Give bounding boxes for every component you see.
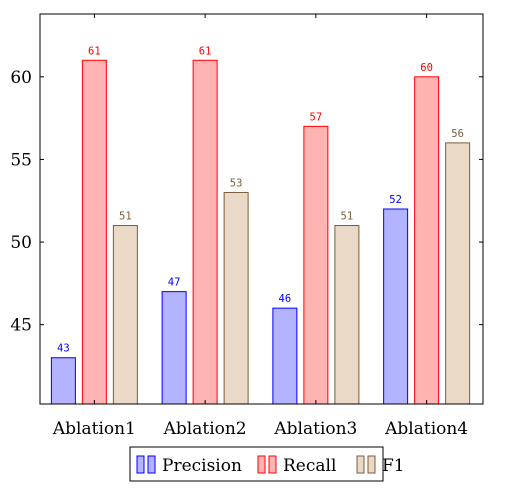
bars-layer <box>50 59 471 405</box>
x-tick-label: Ablation1 <box>52 419 136 439</box>
bar-f1-ablation4 <box>445 142 471 405</box>
bar-recall-ablation4 <box>414 76 440 405</box>
data-label-recall-ablation3: 57 <box>310 111 323 123</box>
data-label-recall-ablation1: 61 <box>88 45 101 57</box>
data-label-recall-ablation4: 60 <box>420 62 433 74</box>
data-label-f1-ablation4: 56 <box>451 128 464 140</box>
data-label-precision-ablation2: 47 <box>168 277 181 289</box>
data-label-f1-ablation2: 53 <box>230 177 243 189</box>
data-label-precision-ablation4: 52 <box>389 194 402 206</box>
bar-f1-ablation1 <box>112 225 138 405</box>
legend-swatch-precision <box>147 455 156 474</box>
legend-swatch-precision <box>136 455 145 474</box>
x-tick-label: Ablation3 <box>273 419 357 439</box>
bar-recall-ablation1 <box>81 59 107 405</box>
bar-precision-ablation2 <box>161 291 187 405</box>
bar-precision-ablation3 <box>272 307 298 405</box>
legend-label-precision: Precision <box>162 456 242 476</box>
data-label-recall-ablation2: 61 <box>199 45 212 57</box>
legend-swatch-recall <box>268 455 277 474</box>
legend-label-f1: F1 <box>382 456 405 476</box>
y-tick-label: 50 <box>10 233 32 253</box>
y-tick-label: 60 <box>10 68 32 88</box>
legend: Precision Recall F1 <box>129 446 405 482</box>
data-labels-layer: 43 61 51 47 61 53 46 57 51 52 60 56 <box>57 45 464 354</box>
bar-f1-ablation3 <box>334 225 360 405</box>
bar-precision-ablation4 <box>383 208 409 405</box>
legend-box <box>129 446 384 482</box>
y-tick-label: 55 <box>10 150 32 170</box>
bar-recall-ablation2 <box>192 59 218 405</box>
x-tick-label: Ablation4 <box>384 419 468 439</box>
legend-swatch-f1 <box>356 455 365 474</box>
y-tick-label: 45 <box>10 316 32 336</box>
data-label-precision-ablation1: 43 <box>57 343 70 355</box>
legend-label-recall: Recall <box>283 456 336 476</box>
x-tick-label: Ablation2 <box>163 419 247 439</box>
data-label-f1-ablation3: 51 <box>341 211 354 223</box>
bar-recall-ablation3 <box>303 125 329 405</box>
axes-layer: Ablation1 Ablation2 Ablation3 Ablation4 45 50… <box>10 14 483 439</box>
data-label-f1-ablation1: 51 <box>119 211 132 223</box>
data-label-precision-ablation3: 46 <box>279 293 292 305</box>
legend-swatch-f1 <box>367 455 376 474</box>
bar-f1-ablation2 <box>223 191 249 405</box>
legend-swatch-recall <box>257 455 266 474</box>
plot-frame <box>39 13 484 405</box>
bar-precision-ablation1 <box>50 357 76 405</box>
